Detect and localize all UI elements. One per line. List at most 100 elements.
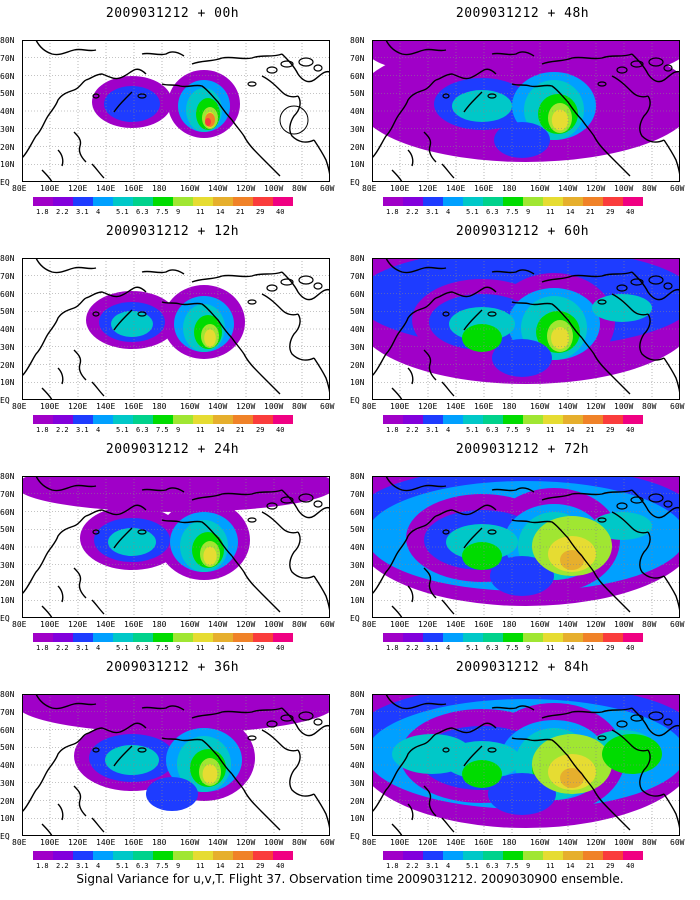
colorbar-swatch (113, 633, 133, 642)
colorbar-swatch (153, 197, 173, 206)
coastline (281, 489, 330, 519)
panel-title: 2009031212 + 72h (455, 442, 590, 457)
variance-contour (22, 694, 330, 733)
variance-contour (146, 777, 198, 811)
longitude-label: 100E (390, 184, 410, 193)
colorbar-swatch (563, 415, 583, 424)
colorbar-swatch (133, 851, 153, 860)
coastline (463, 91, 483, 113)
colorbar-swatch (193, 197, 213, 206)
longitude-label: 140W (558, 402, 578, 411)
latitude-label: 80N (350, 254, 365, 263)
longitude-label: 180 (502, 184, 517, 193)
latitude-label: 10N (0, 160, 15, 170)
map-panel: 2009031212 + 12h 80N 70N 60N 50N 40N 30N 20N 10N… (0, 218, 345, 438)
coastline (463, 527, 483, 549)
coastline (639, 531, 665, 579)
colorbar-label: 3.1 (426, 426, 439, 434)
contour-map (372, 258, 680, 400)
colorbar-swatch (423, 415, 443, 424)
map-panel: 2009031212 + 48h 80N 70N 60N 50N 40N 30N 20N 10N… (350, 0, 695, 220)
colorbar-swatch (543, 197, 563, 206)
latitude-label: 70N (0, 489, 15, 499)
colorbar-label: 11 (546, 862, 555, 870)
coastline (581, 555, 631, 613)
coastline (161, 301, 233, 339)
colorbar-swatch (273, 197, 293, 206)
colorbar-swatch (403, 197, 423, 206)
longitude-label: 80E (12, 838, 27, 847)
colorbar-label: 4 (96, 862, 101, 870)
colorbar-label: 11 (196, 208, 205, 216)
coastline (261, 511, 299, 534)
colorbar-label: 1.8 (386, 862, 399, 870)
longitude-label: 180 (502, 838, 517, 847)
longitude-label: 60W (670, 620, 685, 629)
colorbar-swatch (53, 197, 73, 206)
colorbar-label: 2.2 (406, 208, 419, 216)
coastline (281, 271, 330, 301)
coastline (35, 476, 97, 492)
colorbar (383, 415, 643, 424)
colorbar-label: 40 (626, 208, 635, 216)
coastline (231, 337, 281, 395)
colorbar-swatch (253, 197, 273, 206)
longitude-label: 80W (292, 838, 307, 847)
colorbar-label: 5.1 (116, 208, 129, 216)
colorbar-swatch (213, 633, 233, 642)
colorbar-label: 5.1 (466, 862, 479, 870)
colorbar-swatch (253, 633, 273, 642)
longitude-label: 140W (558, 838, 578, 847)
latitude-label: 40N (0, 107, 15, 116)
longitude-label: 140E (96, 838, 116, 847)
panel-title: 2009031212 + 36h (105, 660, 240, 675)
longitude-label: 60W (320, 838, 335, 847)
colorbar-label: 2.2 (406, 426, 419, 434)
panel-title: 2009031212 + 60h (455, 224, 590, 239)
colorbar-swatch (133, 633, 153, 642)
colorbar-label: 11 (546, 426, 555, 434)
colorbar-label: 9 (176, 644, 181, 652)
coastline (35, 694, 97, 710)
colorbar-label: 7.5 (506, 644, 519, 652)
longitude-label: 160E (124, 184, 144, 193)
variance-contour (462, 324, 502, 352)
longitude-label: 100E (40, 838, 60, 847)
colorbar-swatch (273, 851, 293, 860)
coastline (22, 515, 87, 595)
map-panel: 2009031212 + 60h 80N 70N 60N 50N 40N 30N 20N 10N… (350, 218, 695, 438)
coastline (281, 707, 330, 737)
latitude-label: 60N (0, 289, 15, 299)
latitude-label: 70N (350, 489, 365, 499)
latitude-label: 30N (0, 778, 15, 788)
latitude-label: EQ (350, 614, 360, 623)
longitude-label: 120E (68, 620, 88, 629)
latitude-label: 50N (350, 89, 365, 99)
colorbar-swatch (483, 633, 503, 642)
coastline (541, 707, 633, 719)
coastline (541, 53, 633, 65)
coastline (435, 722, 497, 735)
coastline (113, 309, 133, 331)
longitude-label: 120W (236, 620, 256, 629)
colorbar-swatch (133, 415, 153, 424)
coastline (391, 585, 455, 618)
colorbar-swatch (193, 633, 213, 642)
coastline (423, 567, 437, 599)
colorbar-swatch (483, 415, 503, 424)
colorbar-swatch (213, 197, 233, 206)
latitude-label: 10N (350, 814, 365, 824)
longitude-label: 80W (292, 620, 307, 629)
coastline (231, 119, 281, 177)
coastline (491, 51, 535, 57)
coastline (73, 785, 87, 817)
latitude-label: 30N (350, 124, 365, 134)
colorbar-label: 40 (276, 644, 285, 652)
longitude-label: 60W (670, 402, 685, 411)
coastline (141, 269, 185, 275)
colorbar-label: 40 (626, 862, 635, 870)
coastline (385, 694, 447, 710)
colorbar-label: 7.5 (156, 426, 169, 434)
longitude-label: 100W (264, 838, 284, 847)
colorbar-swatch (563, 197, 583, 206)
